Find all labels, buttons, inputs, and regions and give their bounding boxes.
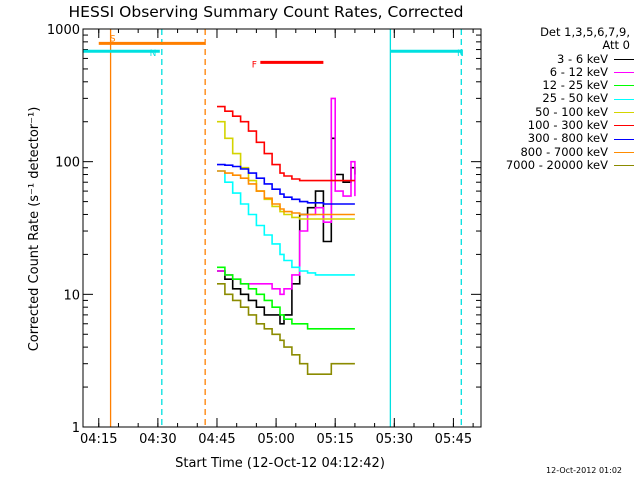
legend-item-6: 300 - 800 keV bbox=[482, 132, 634, 145]
legend-swatch-0 bbox=[614, 58, 634, 60]
legend-label-8: 7000 - 20000 keV bbox=[505, 157, 608, 172]
y-tick-label-0: 1 bbox=[72, 421, 80, 436]
x-axis-label: Start Time (12-Oct-12 04:12:42) bbox=[175, 456, 385, 471]
x-tick-label-4: 05:15 bbox=[316, 432, 353, 447]
mode-bar-label-1: N bbox=[150, 49, 157, 59]
legend-swatch-4 bbox=[614, 111, 634, 113]
mode-markers-layer: S N N F bbox=[83, 29, 464, 427]
legend-item-7: 800 - 7000 keV bbox=[482, 144, 634, 159]
legend-item-5: 100 - 300 keV bbox=[482, 118, 634, 133]
legend-item-8: 7000 - 20000 keV bbox=[482, 157, 634, 172]
series-line-7 bbox=[217, 170, 355, 216]
legend-swatch-5 bbox=[614, 125, 634, 127]
series-line-3 bbox=[217, 170, 355, 276]
mode-bar-label-3: F bbox=[252, 60, 257, 70]
legend-label-6: 300 - 800 keV bbox=[527, 131, 608, 146]
series-line-6 bbox=[217, 163, 355, 205]
x-tick-label-6: 05:45 bbox=[435, 432, 472, 447]
legend-swatch-2 bbox=[614, 85, 634, 87]
plot-frame bbox=[82, 28, 482, 428]
x-tick-label-3: 05:00 bbox=[257, 432, 294, 447]
legend-swatch-1 bbox=[614, 72, 634, 74]
chart-title: HESSI Observing Summary Count Rates, Cor… bbox=[69, 3, 464, 21]
x-tick-label-5: 05:30 bbox=[376, 432, 413, 447]
legend-label-0: 3 - 6 keV bbox=[557, 51, 608, 66]
plot-datestamp: 12-Oct-2012 01:02 bbox=[546, 466, 622, 475]
series-line-4 bbox=[217, 120, 355, 220]
legend-label-2: 12 - 25 keV bbox=[542, 78, 608, 93]
legend-item-2: 12 - 25 keV bbox=[482, 78, 634, 93]
legend-label-4: 50 - 100 keV bbox=[535, 104, 608, 119]
legend-swatch-3 bbox=[614, 98, 634, 100]
series-line-1 bbox=[217, 97, 356, 296]
x-tick-label-2: 04:45 bbox=[198, 432, 235, 447]
legend: Det 1,3,5,6,7,9, Att 0 3 - 6 keV 6 - 12 k… bbox=[482, 25, 634, 172]
y-tick-label-2: 100 bbox=[55, 156, 80, 171]
series-layer bbox=[217, 97, 356, 375]
mode-bar-label-0: S bbox=[110, 34, 116, 44]
series-line-8 bbox=[217, 283, 355, 375]
legend-item-0: 3 - 6 keV bbox=[482, 51, 634, 66]
legend-label-1: 6 - 12 keV bbox=[549, 64, 608, 79]
y-tick-label-1: 10 bbox=[63, 288, 80, 303]
mode-bar-label-2: N bbox=[457, 49, 464, 59]
x-tick-label-1: 04:30 bbox=[139, 432, 176, 447]
y-tick-label-3: 1000 bbox=[47, 23, 80, 38]
legend-header-line-2: Att 0 bbox=[602, 38, 630, 53]
axes-layer: 04:15 04:30 04:45 05:00 05:15 05:30 05:45 1 10 10… bbox=[47, 23, 481, 447]
legend-header-line-1: Det 1,3,5,6,7,9, bbox=[540, 25, 630, 39]
legend-label-5: 100 - 300 keV bbox=[527, 118, 608, 133]
y-axis-label: Corrected Count Rate (s⁻¹ detector⁻¹) bbox=[27, 107, 42, 352]
legend-item-1: 6 - 12 keV bbox=[482, 64, 634, 79]
legend-item-3: 25 - 50 keV bbox=[482, 92, 634, 105]
x-tick-label-0: 04:15 bbox=[80, 432, 117, 447]
legend-label-3: 25 - 50 keV bbox=[542, 91, 608, 106]
legend-swatch-6 bbox=[614, 138, 634, 140]
legend-item-4: 50 - 100 keV bbox=[482, 104, 634, 119]
legend-label-7: 800 - 7000 keV bbox=[520, 144, 608, 159]
legend-swatch-8 bbox=[614, 165, 634, 167]
series-line-5 bbox=[217, 105, 355, 182]
legend-swatch-7 bbox=[614, 151, 634, 153]
series-line-2 bbox=[217, 266, 355, 330]
